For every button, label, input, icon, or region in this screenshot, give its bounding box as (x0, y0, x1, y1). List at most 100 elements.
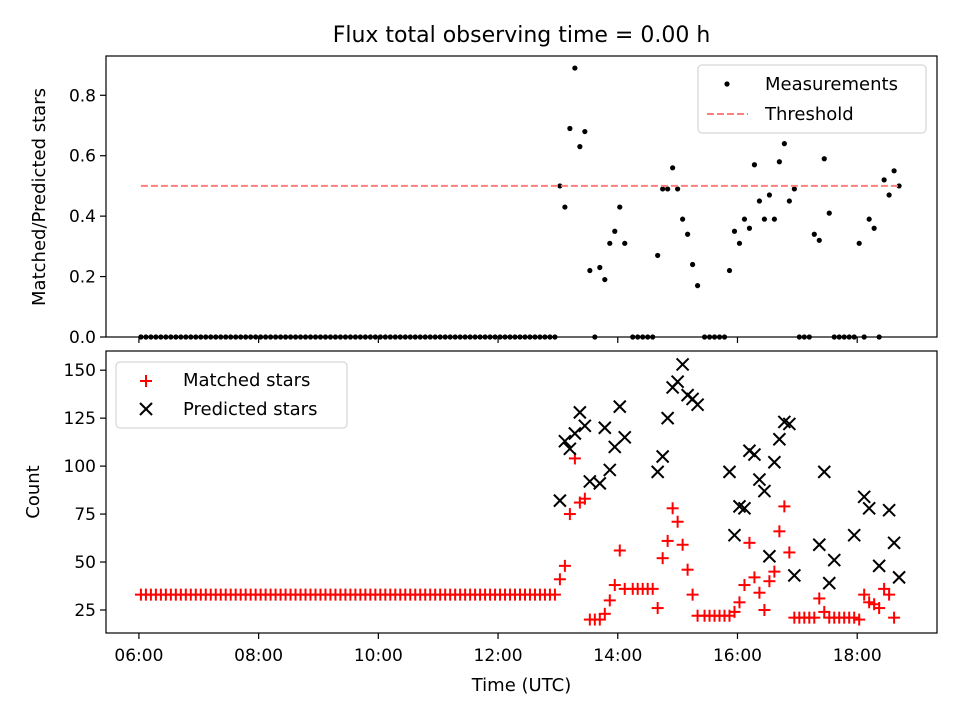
measurement-point (377, 334, 383, 340)
predicted-stars-point (782, 417, 797, 431)
measurement-point (282, 334, 289, 340)
legend-label-predicted-stars: Predicted stars (183, 399, 317, 420)
measurement-point (689, 261, 696, 268)
predicted-stars-point (650, 465, 665, 479)
measurement-point (886, 192, 892, 198)
measurement-point (153, 334, 159, 340)
matched-stars-point (813, 592, 826, 605)
measurement-point (507, 334, 513, 340)
measurement-point (287, 334, 294, 340)
measurement-point (630, 334, 636, 340)
predicted-stars-point (553, 493, 567, 508)
matched-stars-point (598, 607, 611, 620)
measurement-point (811, 231, 817, 237)
measurement-point (158, 334, 164, 340)
measurement-point (876, 334, 882, 340)
measurement-point (660, 186, 666, 192)
measurement-point (392, 334, 398, 340)
measurement-point (138, 334, 144, 340)
measurement-point (163, 334, 169, 340)
top-legend-box (697, 64, 927, 134)
measurement-point (223, 334, 229, 340)
matched-stars-point (853, 613, 866, 626)
measurement-point (670, 165, 676, 171)
measurement-point (367, 334, 373, 340)
measurement-point (871, 225, 877, 231)
measurement-point (272, 334, 279, 340)
matched-stars-point (603, 594, 616, 607)
x-tick-label: 08:00 (234, 646, 283, 666)
predicted-stars-point (670, 374, 685, 389)
matched-stars-point (743, 536, 756, 549)
measurement-point (866, 216, 872, 222)
measurement-point (462, 334, 468, 340)
measurement-point (243, 334, 249, 340)
measurement-point (607, 240, 613, 246)
measurement-point (402, 334, 408, 340)
matched-stars-point (548, 588, 561, 601)
measurement-point (786, 198, 792, 204)
measurement-point (582, 128, 588, 135)
predicted-stars-point (613, 399, 627, 414)
measurement-point (497, 334, 503, 340)
matched-stars-point (808, 611, 821, 624)
matched-stars-point (563, 508, 576, 521)
measurement-point (617, 204, 623, 210)
matched-stars-point (778, 500, 791, 513)
measurement-point (861, 334, 867, 340)
top-panel: 0.00.20.40.60.8 Matched/Predicted stars … (29, 55, 938, 348)
measurement-point (312, 334, 319, 340)
measurement-point (766, 192, 773, 198)
y-tick-label: 0.4 (69, 207, 96, 227)
y-tick-label: 0.0 (69, 328, 96, 348)
measurement-point (831, 334, 837, 340)
measurement-point (552, 334, 558, 340)
legend-label-threshold: Threshold (764, 104, 854, 125)
measurement-point (557, 183, 563, 189)
measurement-point (851, 334, 857, 340)
measurement-point (168, 334, 174, 340)
measurement-point (726, 267, 733, 274)
measurement-point (711, 334, 718, 340)
matched-stars-point (773, 525, 786, 538)
measurement-point (655, 252, 661, 259)
measurement-point (407, 334, 413, 340)
x-tick-label: 12:00 (474, 646, 523, 666)
measurement-point (357, 334, 363, 340)
bottom-legend-box (115, 361, 348, 429)
measurement-point (756, 198, 763, 204)
predicted-stars-point (767, 455, 782, 469)
matched-stars-point (883, 588, 896, 601)
measurement-point (228, 334, 234, 340)
measurement-point (826, 210, 832, 216)
measurement-point (791, 186, 797, 192)
measurement-point (492, 334, 498, 340)
predicted-stars-point (882, 503, 896, 517)
measurement-point (427, 334, 433, 340)
matched-stars-point (661, 534, 674, 547)
measurement-point (148, 334, 154, 340)
x-tick-label: 06:00 (114, 646, 163, 666)
legend-marker-predicted-stars (139, 402, 153, 416)
measurement-point (796, 334, 802, 340)
matched-stars-point (783, 546, 796, 559)
measurement-point (821, 156, 827, 162)
matched-stars-point (686, 588, 699, 601)
measurement-point (701, 334, 708, 340)
measurement-point (452, 334, 458, 340)
predicted-stars-point (752, 472, 767, 487)
matched-stars-point (608, 579, 621, 592)
predicted-stars-point (757, 484, 772, 498)
measurement-point (537, 334, 543, 340)
y-tick-label: 125 (64, 409, 96, 429)
measurement-point (178, 334, 184, 340)
bottom-data-marks (134, 357, 906, 626)
predicted-stars-point (762, 549, 777, 563)
measurement-point (751, 162, 758, 168)
legend-label-matched-stars: Matched stars (183, 370, 310, 391)
measurement-point (721, 334, 728, 340)
measurement-point (203, 334, 209, 340)
measurement-point (342, 334, 349, 340)
bottom-x-ticks: 06:00 08:00 10:00 12:00 14:00 16:00 18:00 (114, 633, 882, 666)
